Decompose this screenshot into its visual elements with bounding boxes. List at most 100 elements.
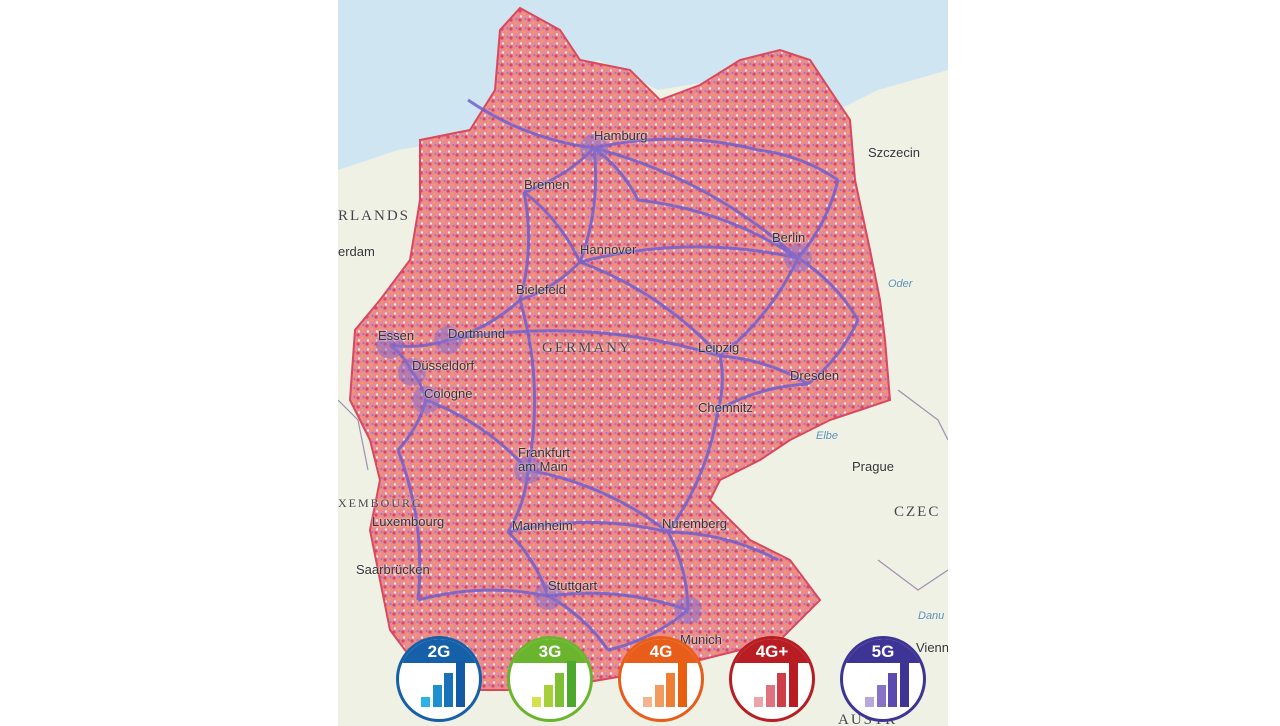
- signal-bar: [444, 673, 453, 707]
- network-line: [506, 469, 530, 533]
- river-label-danube: Danu: [918, 610, 945, 622]
- network-line: [547, 594, 610, 651]
- network-line: [547, 591, 689, 612]
- border-lines: [338, 389, 948, 591]
- city-label-leipzig: Leipzig: [698, 340, 740, 355]
- city-label-bielefeld: Bielefeld: [516, 282, 566, 297]
- network-legend: 2G 3G 4G 4G+ 5G: [396, 636, 936, 726]
- network-line: [527, 468, 669, 534]
- network-line: [797, 256, 860, 321]
- city-label-berlin: Berlin: [772, 230, 806, 245]
- network-line: [447, 329, 721, 358]
- city-label-dortmund: Dortmund: [448, 326, 506, 341]
- network-line: [593, 146, 640, 201]
- signal-bar: [566, 661, 576, 707]
- network-line: [578, 147, 598, 263]
- network-line: [637, 198, 799, 260]
- network-line: [607, 608, 689, 652]
- signal-bars-icon: [754, 661, 798, 707]
- signal-bar: [455, 661, 465, 707]
- city-label-mannheim: Mannheim: [512, 518, 573, 533]
- signal-bars-icon: [865, 661, 909, 707]
- legend-label: 3G: [510, 639, 590, 663]
- signal-bar: [432, 685, 442, 707]
- signal-bar: [899, 661, 909, 707]
- network-line: [719, 257, 800, 358]
- city-label-amsterdam: erdam: [338, 244, 375, 259]
- signal-bar: [643, 697, 652, 707]
- city-coverage-cluster: [376, 331, 404, 359]
- network-line: [523, 146, 596, 194]
- network-line: [396, 399, 428, 452]
- signal-bar: [654, 685, 664, 707]
- river-label-elbe: Elbe: [816, 430, 839, 442]
- signal-bar: [765, 685, 775, 707]
- signal-bar: [777, 673, 786, 707]
- legend-badge-4g-plus: 4G+: [729, 636, 815, 722]
- network-line: [666, 409, 720, 533]
- city-label-saarbrucken: Saarbrücken: [356, 562, 430, 577]
- signal-bar: [421, 697, 430, 707]
- legend-badge-4g: 4G: [618, 636, 704, 722]
- network-line: [593, 137, 759, 152]
- city-coverage-cluster: [398, 358, 426, 386]
- city-coverage-cluster: [434, 326, 462, 354]
- network-line: [716, 355, 724, 411]
- network-line: [518, 191, 531, 301]
- network-line: [389, 338, 449, 348]
- legend-badge-5g: 5G: [840, 636, 926, 722]
- city-label-dusseldorf: Düsseldorf: [412, 358, 475, 373]
- signal-bar: [876, 685, 886, 707]
- city-coverage-cluster: [514, 456, 542, 484]
- signal-bar: [754, 697, 763, 707]
- network-lines: [376, 98, 860, 652]
- city-coverage-cluster: [534, 582, 562, 610]
- germany-coverage: [348, 6, 892, 691]
- city-coverage-cluster: [580, 134, 608, 162]
- signal-bar: [888, 673, 897, 707]
- city-label-vienna: Vienn: [916, 640, 948, 655]
- river-label-oder: Oder: [888, 278, 913, 290]
- network-line: [396, 449, 422, 601]
- network-line: [717, 382, 809, 412]
- coverage-map[interactable]: Hamburg Szczecin Bremen RLANDS erdam Ber…: [338, 0, 948, 726]
- country-label-germany: GERMANY: [542, 340, 632, 356]
- city-label-nuremberg: Nuremberg: [662, 516, 728, 531]
- network-line: [666, 531, 690, 611]
- network-line: [389, 343, 414, 373]
- network-line: [757, 148, 839, 182]
- signal-bar: [532, 697, 541, 707]
- city-label-essen: Essen: [378, 328, 415, 343]
- city-label-bremen: Bremen: [524, 177, 570, 192]
- country-label-netherlands: RLANDS: [338, 208, 411, 224]
- signal-bars-icon: [643, 661, 687, 707]
- city-label-stuttgart: Stuttgart: [548, 578, 598, 593]
- city-coverage-cluster: [674, 596, 702, 624]
- network-line: [719, 354, 809, 386]
- city-label-hannover: Hannover: [580, 242, 637, 257]
- network-line: [523, 190, 582, 263]
- city-label-chemnitz: Chemnitz: [698, 400, 753, 415]
- legend-badge-2g: 2G: [396, 636, 482, 722]
- legend-label: 4G: [621, 639, 701, 663]
- city-label-hamburg: Hamburg: [594, 128, 648, 143]
- network-line: [593, 146, 800, 260]
- city-coverage-cluster: [412, 386, 440, 414]
- signal-bar: [865, 697, 874, 707]
- network-line: [519, 260, 582, 302]
- network-line: [506, 530, 550, 597]
- signal-bar: [555, 673, 564, 707]
- city-label-dresden: Dresden: [790, 368, 840, 383]
- country-label-czech: CZEC: [894, 504, 941, 520]
- network-line: [579, 245, 799, 264]
- network-line: [579, 260, 722, 358]
- city-label-cologne: Cologne: [424, 386, 473, 401]
- legend-label: 2G: [399, 639, 479, 663]
- network-line: [667, 530, 779, 562]
- legend-badge-3g: 3G: [507, 636, 593, 722]
- signal-bar: [543, 685, 553, 707]
- legend-label: 5G: [843, 639, 923, 663]
- country-label-luxembourg: XEMBOURG: [338, 496, 423, 510]
- city-label-frankfurt: Frankfurt am Main: [518, 445, 571, 474]
- network-line: [518, 299, 537, 471]
